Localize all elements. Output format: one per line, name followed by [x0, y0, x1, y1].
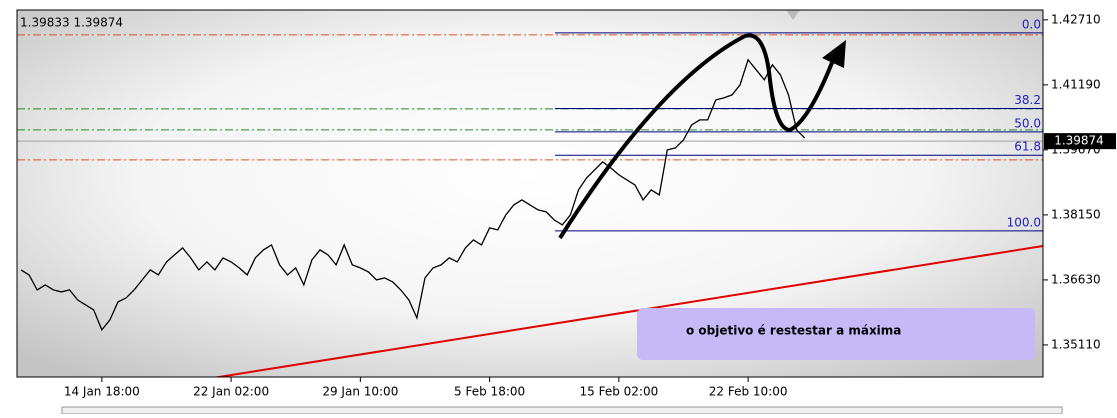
y-tick-label: 1.38150: [1051, 207, 1101, 221]
y-tick-label: 1.41190: [1051, 77, 1101, 91]
fib-label: 38.2: [1014, 93, 1041, 107]
chart-title: 1.39833 1.39874: [20, 16, 123, 30]
scrollbar[interactable]: [61, 406, 1063, 415]
y-tick-label: 1.35110: [1051, 337, 1101, 351]
plot: [17, 32, 1043, 332]
y-tick-label: 1.42710: [1051, 12, 1101, 26]
arrow-head: [822, 40, 846, 68]
current-price-label: 1.39874: [1054, 134, 1104, 148]
x-tick-label: 22 Jan 02:00: [193, 385, 269, 399]
price-line: [20, 58, 806, 332]
annotation: o objetivo é restestar a máxima: [686, 324, 901, 338]
x-tick-label: 14 Jan 18:00: [64, 385, 140, 399]
drawn-curve: [558, 33, 837, 240]
fib-label: 61.8: [1014, 140, 1041, 154]
trend-line: [212, 245, 1043, 377]
x-tick-label: 29 Jan 10:00: [322, 385, 398, 399]
annotation-box: [637, 308, 1035, 360]
fib-label: 0.0: [1022, 17, 1041, 31]
x-tick-label: 5 Feb 18:00: [454, 385, 525, 399]
drawings: [212, 10, 1043, 377]
fib-label: 50.0: [1014, 116, 1041, 130]
current-price-box: [1044, 133, 1116, 150]
fib-label: 100.0: [1007, 215, 1041, 229]
y-tick-label: 1.36630: [1051, 272, 1101, 286]
x-tick-label: 15 Feb 02:00: [579, 385, 658, 399]
x-tick-label: 22 Feb 10:00: [709, 385, 788, 399]
shift-marker: [786, 10, 800, 20]
plot-frame: [16, 9, 1044, 378]
